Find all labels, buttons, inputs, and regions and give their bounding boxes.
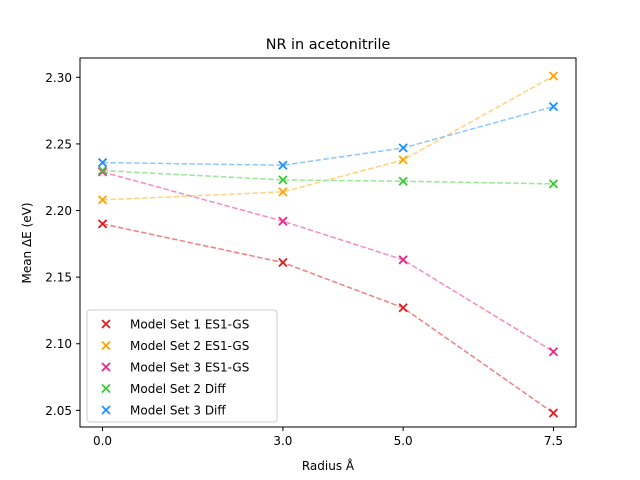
legend-marker (101, 362, 111, 372)
data-point-series-2 (398, 155, 408, 165)
y-tick-label: 2.05 (45, 404, 72, 418)
data-point-series-5 (278, 160, 288, 170)
data-point-series-1 (97, 219, 108, 229)
legend-marker (101, 319, 111, 329)
x-tick-label: 7.5 (544, 434, 563, 448)
series-line-4 (102, 169, 554, 185)
legend-label: Model Set 1 ES1-GS (130, 318, 249, 332)
legend-marker (101, 340, 111, 351)
y-tick-label: 2.30 (45, 71, 72, 85)
data-point-series-1 (398, 303, 408, 313)
data-point-series-1 (278, 257, 288, 268)
data-point-series-4 (97, 165, 108, 176)
data-point-series-5 (97, 157, 108, 168)
x-tick-label: 0.0 (93, 434, 112, 448)
data-point-series-2 (278, 187, 288, 197)
plot-frame (79, 57, 577, 428)
legend-label: Model Set 2 ES1-GS (130, 339, 249, 353)
x-tick-label: 5.0 (394, 434, 413, 448)
data-point-series-3 (548, 347, 559, 357)
legend-marker (101, 383, 111, 394)
data-point-series-1 (548, 408, 559, 418)
series-line-5 (102, 105, 554, 166)
y-axis-label: Mean ΔE (eV) (20, 202, 34, 283)
data-point-series-4 (398, 176, 408, 186)
data-point-series-4 (548, 179, 559, 189)
x-axis: 0.0 3.0 5.0 7.5 (93, 427, 563, 448)
legend-label: Model Set 2 Diff (130, 382, 226, 396)
series-line-2 (102, 75, 554, 201)
legend-label: Model Set 3 ES1-GS (130, 361, 249, 375)
y-tick-label: 2.15 (45, 271, 72, 285)
series-line-3 (102, 171, 554, 353)
data-point-series-3 (97, 167, 108, 177)
y-tick-label: 2.20 (45, 204, 72, 218)
series-line-1 (102, 223, 554, 414)
data-point-series-2 (548, 71, 559, 81)
series-lines (102, 75, 554, 414)
data-point-series-5 (398, 143, 408, 153)
y-tick-label: 2.10 (45, 337, 72, 351)
series-markers (97, 71, 559, 418)
legend: Model Set 1 ES1-GS Model Set 2 ES1-GS Mode… (86, 309, 278, 423)
data-point-series-5 (548, 101, 559, 112)
y-axis: 2.05 2.10 2.15 2.20 2.25 2.30 (45, 71, 80, 418)
x-tick-label: 3.0 (273, 434, 292, 448)
data-point-series-3 (278, 216, 288, 226)
legend-marker (101, 405, 111, 415)
y-tick-label: 2.25 (45, 137, 72, 151)
data-point-series-4 (278, 175, 288, 185)
x-axis-label: Radius Å (302, 458, 355, 473)
chart-title: NR in acetonitrile (266, 37, 391, 53)
data-point-series-3 (398, 255, 408, 265)
legend-box (86, 309, 278, 423)
legend-label: Model Set 3 Diff (130, 404, 226, 418)
data-point-series-2 (97, 195, 108, 205)
